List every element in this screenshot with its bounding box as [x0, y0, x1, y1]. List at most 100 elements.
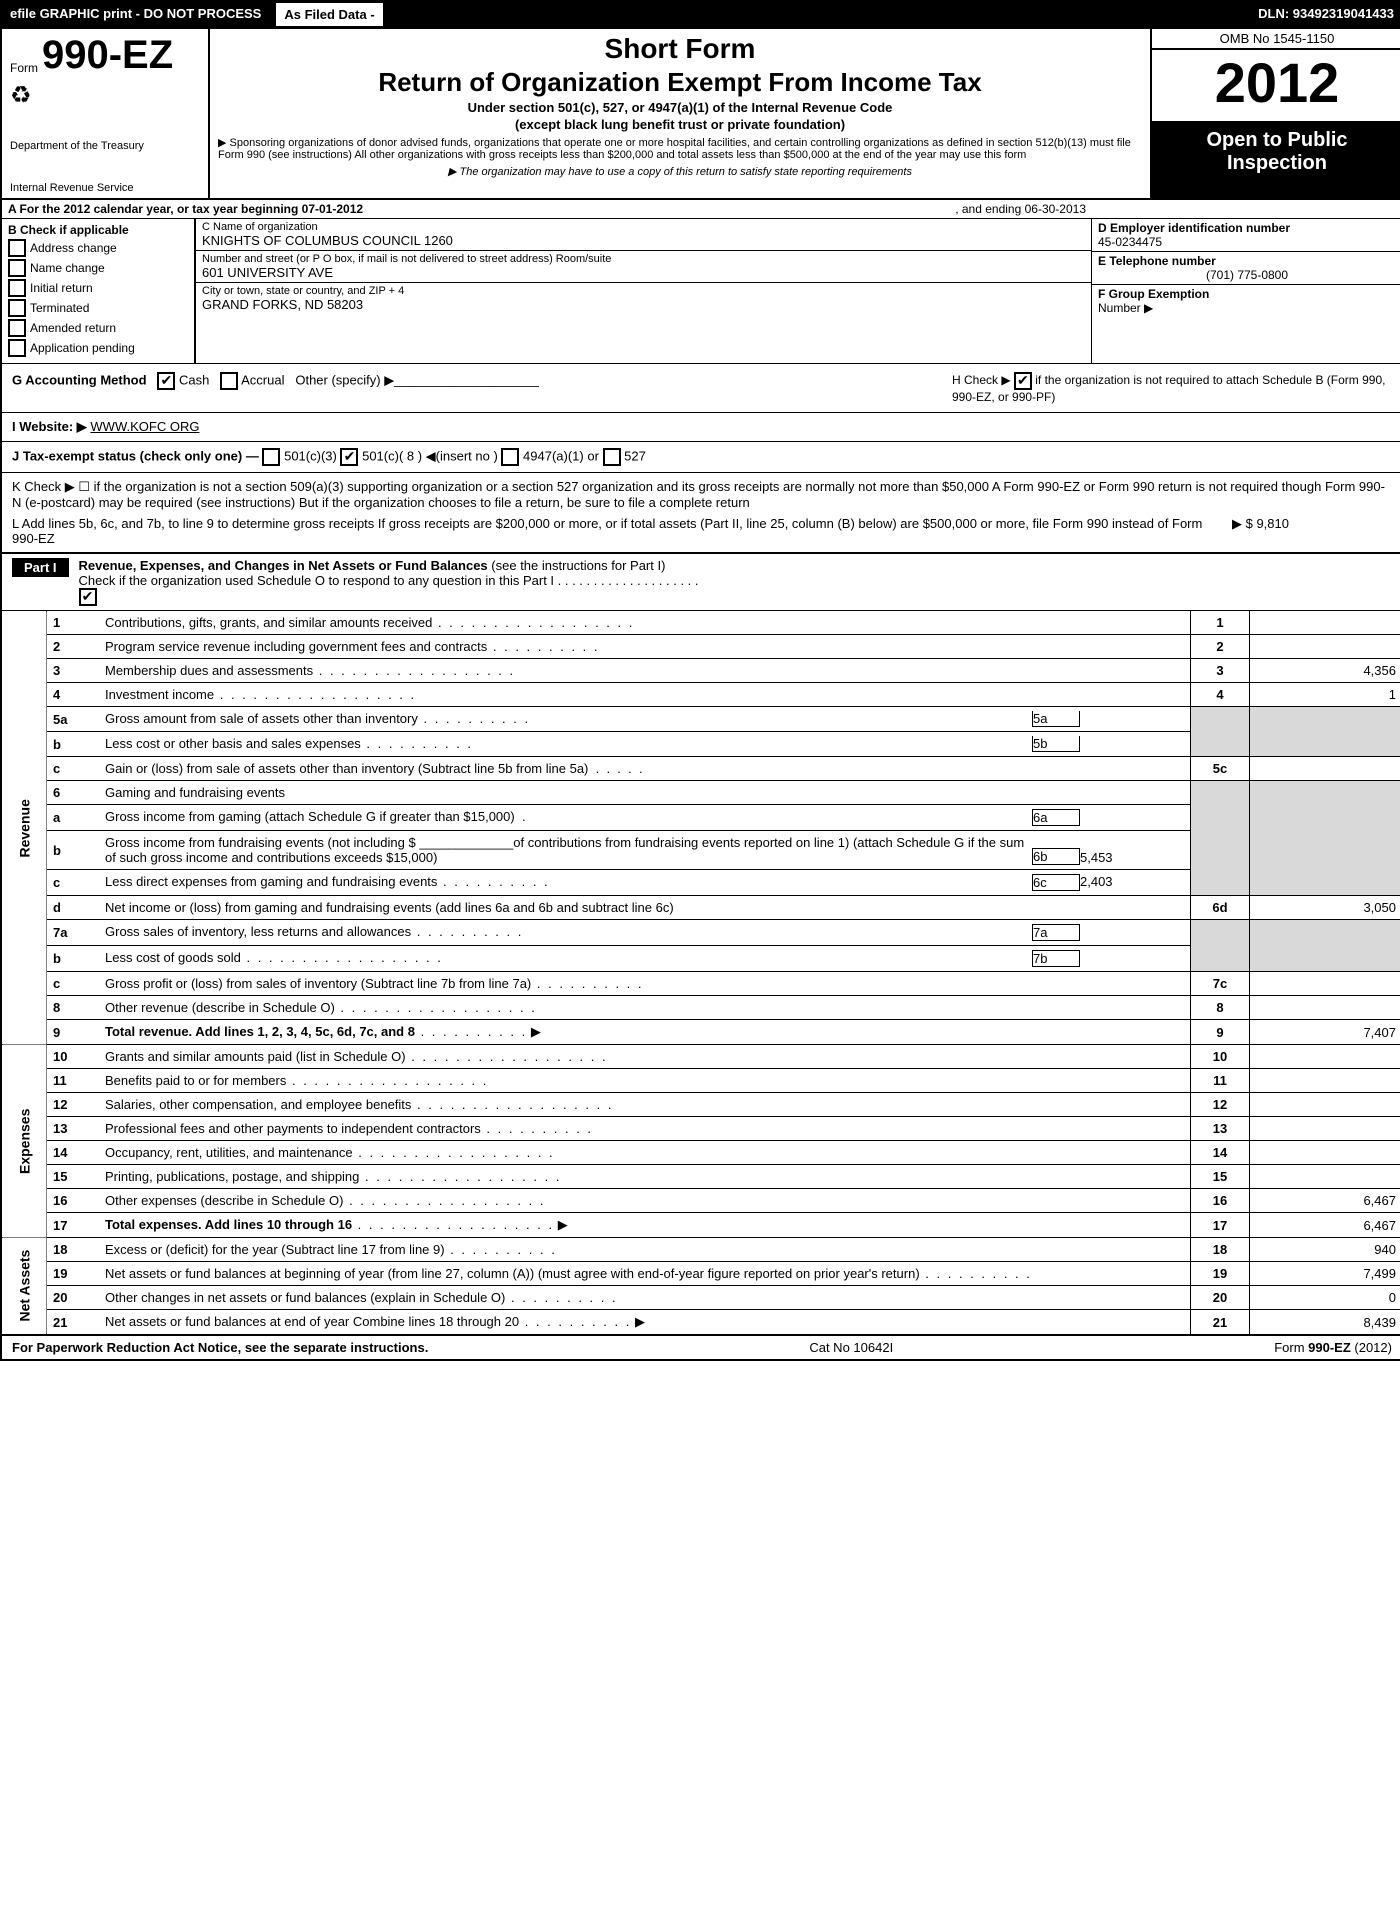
l6d-desc: Net income or (loss) from gaming and fun… — [105, 900, 674, 915]
revenue-side-label: Revenue — [2, 611, 47, 1045]
line-1: Revenue 1 Contributions, gifts, grants, … — [2, 611, 1400, 635]
c-city-cell: City or town, state or country, and ZIP … — [196, 283, 1091, 363]
footer-left: For Paperwork Reduction Act Notice, see … — [12, 1340, 428, 1355]
d-cell: D Employer identification number 45-0234… — [1092, 219, 1400, 252]
section-def: D Employer identification number 45-0234… — [1091, 219, 1400, 363]
header-center: Short Form Return of Organization Exempt… — [210, 29, 1150, 198]
section-b: B Check if applicable Address change Nam… — [2, 219, 196, 363]
part1-header: Part I Revenue, Expenses, and Changes in… — [2, 554, 1400, 611]
line-15: 15 Printing, publications, postage, and … — [2, 1165, 1400, 1189]
part1-text: Revenue, Expenses, and Changes in Net As… — [79, 558, 699, 606]
chk-4947[interactable] — [501, 448, 519, 466]
line-6a: a Gross income from gaming (attach Sched… — [2, 805, 1400, 831]
l18-desc: Excess or (deficit) for the year (Subtra… — [105, 1242, 445, 1257]
part1-note: (see the instructions for Part I) — [491, 558, 665, 573]
line-18: Net Assets 18 Excess or (deficit) for th… — [2, 1238, 1400, 1262]
l5a-desc: Gross amount from sale of assets other t… — [105, 711, 530, 726]
chk-527[interactable] — [603, 448, 621, 466]
chk-accrual[interactable] — [220, 372, 238, 390]
line-14: 14 Occupancy, rent, utilities, and maint… — [2, 1141, 1400, 1165]
section-g: G Accounting Method Cash Accrual Other (… — [12, 372, 952, 404]
i-val: WWW.KOFC ORG — [90, 419, 199, 434]
l6-desc: Gaming and fundraising events — [105, 785, 285, 800]
l15-desc: Printing, publications, postage, and shi… — [105, 1169, 561, 1184]
e-lbl: E Telephone number — [1098, 254, 1396, 268]
l19-desc: Net assets or fund balances at beginning… — [105, 1266, 920, 1281]
l6b-midval: 5,453 — [1080, 850, 1190, 865]
l-amt: ▶ $ 9,810 — [1212, 516, 1392, 546]
part1-title: Revenue, Expenses, and Changes in Net As… — [79, 558, 488, 573]
chk-501c3[interactable] — [262, 448, 280, 466]
chk-address-change[interactable]: Address change — [8, 239, 188, 257]
row-a: A For the 2012 calendar year, or tax yea… — [2, 200, 1400, 219]
l-text: L Add lines 5b, 6c, and 7b, to line 9 to… — [12, 516, 1212, 546]
l7a-desc: Gross sales of inventory, less returns a… — [105, 924, 523, 939]
line-7a: 7a Gross sales of inventory, less return… — [2, 920, 1400, 946]
line-5b: b Less cost or other basis and sales exp… — [2, 732, 1400, 757]
k-text: K Check ▶ ☐ if the organization is not a… — [12, 479, 1392, 510]
l8-desc: Other revenue (describe in Schedule O) — [105, 1000, 537, 1015]
l11-desc: Benefits paid to or for members — [105, 1073, 488, 1088]
chk-h[interactable] — [1014, 372, 1032, 390]
expenses-side-label: Expenses — [2, 1045, 47, 1238]
l6d-val: 3,050 — [1250, 896, 1400, 920]
g-accrual: Accrual — [241, 372, 284, 387]
l21-desc: Net assets or fund balances at end of ye… — [105, 1314, 519, 1329]
l6c-midval: 2,403 — [1080, 874, 1190, 891]
header-left: Form 990-EZ ♻ Department of the Treasury… — [2, 29, 210, 198]
c-name-cell: C Name of organization KNIGHTS OF COLUMB… — [196, 219, 1091, 251]
e-cell: E Telephone number (701) 775-0800 — [1092, 252, 1400, 285]
chk-initial-return[interactable]: Initial return — [8, 279, 188, 297]
line-5a: 5a Gross amount from sale of assets othe… — [2, 707, 1400, 732]
l10-desc: Grants and similar amounts paid (list in… — [105, 1049, 608, 1064]
j-o4: 527 — [624, 448, 646, 463]
chk-terminated[interactable]: Terminated — [8, 299, 188, 317]
chk-501c[interactable] — [340, 448, 358, 466]
chk-cash[interactable] — [157, 372, 175, 390]
l3-desc: Membership dues and assessments — [105, 663, 515, 678]
j-o2: 501(c)( 8 ) ◀(insert no ) — [362, 448, 498, 463]
chk-application-pending[interactable]: Application pending — [8, 339, 188, 357]
form-label-big: 990-EZ — [42, 35, 173, 75]
line-12: 12 Salaries, other compensation, and emp… — [2, 1093, 1400, 1117]
l18-val: 940 — [1250, 1238, 1400, 1262]
chk-amended-return[interactable]: Amended return — [8, 319, 188, 337]
fine-print-2: ▶ The organization may have to use a cop… — [218, 165, 1142, 178]
part1-check: Check if the organization used Schedule … — [79, 573, 699, 588]
efile-label: efile GRAPHIC print - DO NOT PROCESS — [2, 2, 269, 27]
recycle-icon: ♻ — [10, 81, 200, 110]
l5c-desc: Gain or (loss) from sale of assets other… — [105, 761, 588, 776]
l1-desc: Contributions, gifts, grants, and simila… — [105, 615, 634, 630]
chk-name-change[interactable]: Name change — [8, 259, 188, 277]
row-j: J Tax-exempt status (check only one) — 5… — [2, 442, 1400, 473]
page-footer: For Paperwork Reduction Act Notice, see … — [2, 1334, 1400, 1359]
c-name-val: KNIGHTS OF COLUMBUS COUNCIL 1260 — [202, 233, 1085, 248]
form-number: Form 990-EZ — [10, 35, 200, 75]
open-line1: Open to Public — [1206, 129, 1347, 151]
l20-val: 0 — [1250, 1286, 1400, 1310]
l12-desc: Salaries, other compensation, and employ… — [105, 1097, 613, 1112]
l20-desc: Other changes in net assets or fund bala… — [105, 1290, 505, 1305]
c-addr-val: 601 UNIVERSITY AVE — [202, 265, 1085, 280]
l9-val: 7,407 — [1250, 1020, 1400, 1045]
line-8: 8 Other revenue (describe in Schedule O)… — [2, 996, 1400, 1020]
line-3: 3 Membership dues and assessments 3 4,35… — [2, 659, 1400, 683]
line-6d: d Net income or (loss) from gaming and f… — [2, 896, 1400, 920]
g-label: G Accounting Method — [12, 372, 147, 387]
j-o3: 4947(a)(1) or — [523, 448, 599, 463]
l7b-desc: Less cost of goods sold — [105, 950, 443, 965]
l6c-desc: Less direct expenses from gaming and fun… — [105, 874, 550, 889]
l2-desc: Program service revenue including govern… — [105, 639, 600, 654]
subtitle: Under section 501(c), 527, or 4947(a)(1)… — [218, 100, 1142, 115]
topbar: efile GRAPHIC print - DO NOT PROCESS As … — [2, 2, 1400, 29]
tax-year: 2012 — [1152, 50, 1400, 123]
row-i: I Website: ▶ WWW.KOFC ORG — [2, 413, 1400, 442]
d-lbl: D Employer identification number — [1098, 221, 1396, 235]
line-17: 17 Total expenses. Add lines 10 through … — [2, 1213, 1400, 1238]
fine-print-1: ▶ Sponsoring organizations of donor advi… — [218, 136, 1142, 161]
line-11: 11 Benefits paid to or for members 11 — [2, 1069, 1400, 1093]
open-line2: Inspection — [1227, 152, 1327, 174]
chk-part1-scho[interactable] — [79, 588, 97, 606]
form-990ez-page: efile GRAPHIC print - DO NOT PROCESS As … — [0, 0, 1400, 1361]
treasury-dept: Department of the Treasury — [10, 140, 200, 152]
